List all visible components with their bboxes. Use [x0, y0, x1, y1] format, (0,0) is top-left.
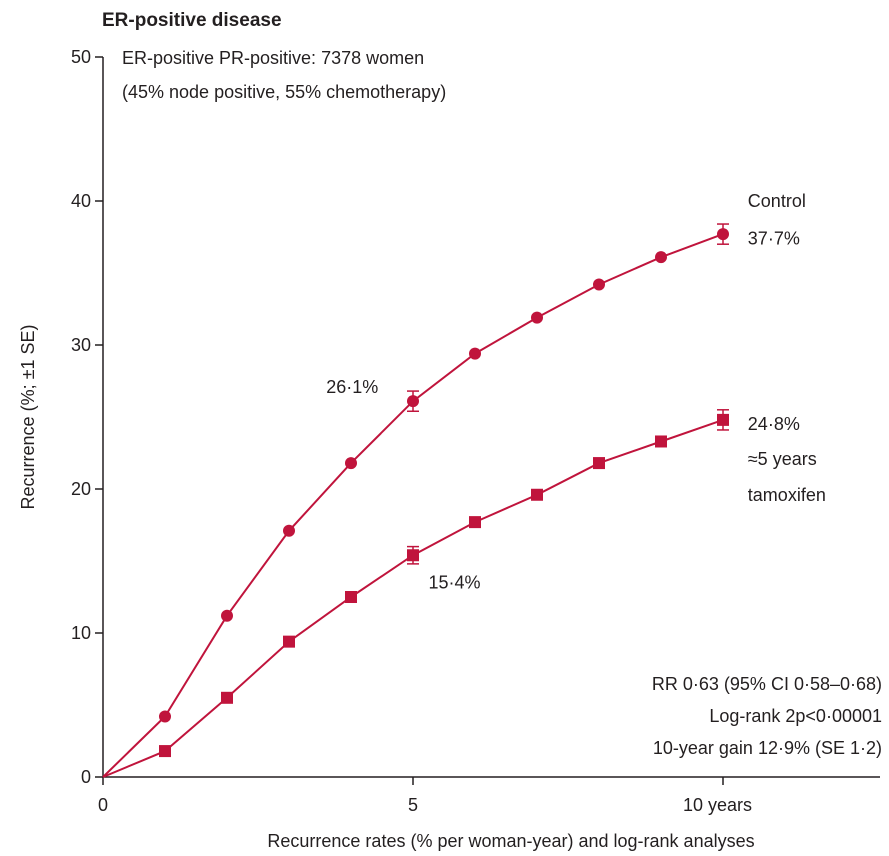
- data-point-control: [531, 311, 543, 324]
- y-tick-label: 0: [81, 767, 91, 787]
- annotation-tamox-5yr: 15·4%: [429, 573, 481, 593]
- data-point-tamoxifen: [283, 635, 295, 648]
- x-tick-label: 0: [98, 795, 108, 815]
- data-point-tamoxifen: [221, 691, 233, 704]
- data-point-tamoxifen: [345, 591, 357, 603]
- x-ticks: 0 5 10 years: [98, 777, 752, 815]
- data-point-control: [159, 710, 171, 723]
- stat-gain: 10-year gain 12·9% (SE 1·2): [653, 738, 882, 758]
- annotation-control-name: Control: [748, 191, 806, 211]
- x-axis-label: Recurrence rates (% per woman-year) and …: [267, 831, 754, 851]
- data-point-tamoxifen: [159, 745, 171, 758]
- annotation-control-5yr: 26·1%: [326, 377, 378, 397]
- y-tick-label: 30: [71, 335, 91, 355]
- y-tick-label: 50: [71, 47, 91, 67]
- annotation-tamox-name-2: tamoxifen: [748, 485, 826, 505]
- plot-area: [102, 223, 729, 778]
- data-point-tamoxifen: [469, 516, 481, 529]
- subtitle-line-1: ER-positive PR-positive: 7378 women: [122, 48, 424, 68]
- subtitle-line-2: (45% node positive, 55% chemotherapy): [122, 82, 446, 102]
- x-tick-label: 5: [408, 795, 418, 815]
- data-point-control: [717, 228, 729, 241]
- y-ticks: 0 10 20 30 40 50: [71, 47, 103, 787]
- y-tick-label: 10: [71, 623, 91, 643]
- data-point-tamoxifen: [407, 549, 419, 562]
- x-tick-label: 10 years: [683, 795, 752, 815]
- annotations: Control 37·7% 26·1% 24·8% ≈5 years tamoxifen 1…: [326, 191, 826, 593]
- stat-logrank: Log-rank 2p<0·00001: [709, 706, 882, 726]
- series-line-tamoxifen: [102, 418, 724, 778]
- annotation-tamox-end: 24·8%: [748, 414, 800, 434]
- stat-rr: RR 0·63 (95% CI 0·58–0·68): [652, 674, 882, 694]
- chart-title: ER-positive disease: [102, 10, 282, 31]
- data-point-tamoxifen: [593, 457, 605, 470]
- y-axis-label: Recurrence (%; ±1 SE): [18, 325, 38, 510]
- data-point-tamoxifen: [655, 435, 667, 448]
- axes: [102, 57, 880, 778]
- data-point-control: [407, 395, 419, 408]
- data-point-control: [221, 609, 233, 622]
- annotation-tamox-name-1: ≈5 years: [748, 449, 817, 469]
- data-point-control: [469, 347, 481, 360]
- series-line-control: [102, 233, 724, 778]
- annotation-control-end: 37·7%: [748, 228, 800, 248]
- data-point-tamoxifen: [717, 413, 729, 426]
- y-tick-label: 20: [71, 479, 91, 499]
- y-tick-label: 40: [71, 191, 91, 211]
- data-point-control: [593, 278, 605, 291]
- data-point-control: [655, 251, 667, 264]
- data-point-control: [283, 524, 295, 537]
- data-point-control: [345, 457, 357, 470]
- data-point-tamoxifen: [531, 488, 543, 501]
